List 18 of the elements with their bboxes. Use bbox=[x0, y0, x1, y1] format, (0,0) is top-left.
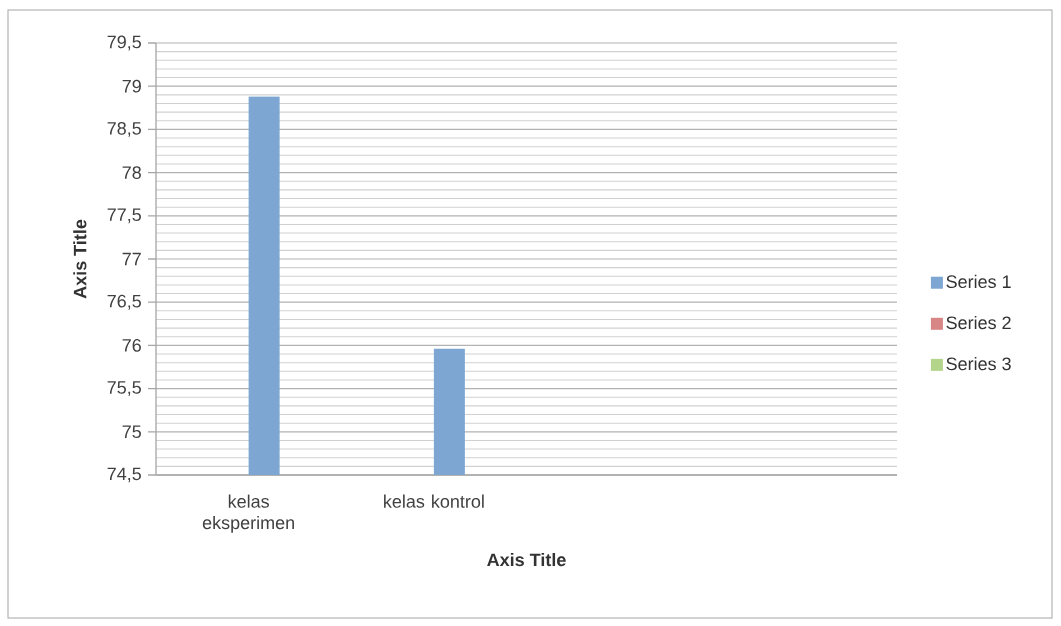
x-tick-label: kelas eksperimen bbox=[202, 494, 294, 533]
y-tick-label: 78,5 bbox=[107, 121, 141, 137]
y-tick-label: 75,5 bbox=[107, 381, 141, 396]
y-axis-title: Axis Title bbox=[73, 219, 87, 299]
legend-label: Series 2 bbox=[946, 315, 1011, 330]
legend-label: Series 1 bbox=[946, 274, 1011, 289]
x-axis-title: Axis Title bbox=[487, 552, 566, 567]
y-tick-label: 78 bbox=[122, 166, 141, 179]
y-tick-label: 74,5 bbox=[107, 467, 141, 483]
x-tick-label: kelas kontrol bbox=[384, 494, 484, 508]
y-tick-label: 77 bbox=[122, 252, 141, 266]
y-tick-label: 79,5 bbox=[107, 35, 141, 51]
y-tick-label: 76,5 bbox=[107, 294, 141, 310]
y-tick-label: 77,5 bbox=[107, 208, 141, 224]
y-tick-label: 79 bbox=[122, 79, 141, 93]
y-tick-label: 75 bbox=[122, 425, 141, 439]
legend-label: Series 3 bbox=[946, 357, 1011, 371]
y-tick-label: 76 bbox=[122, 339, 141, 352]
